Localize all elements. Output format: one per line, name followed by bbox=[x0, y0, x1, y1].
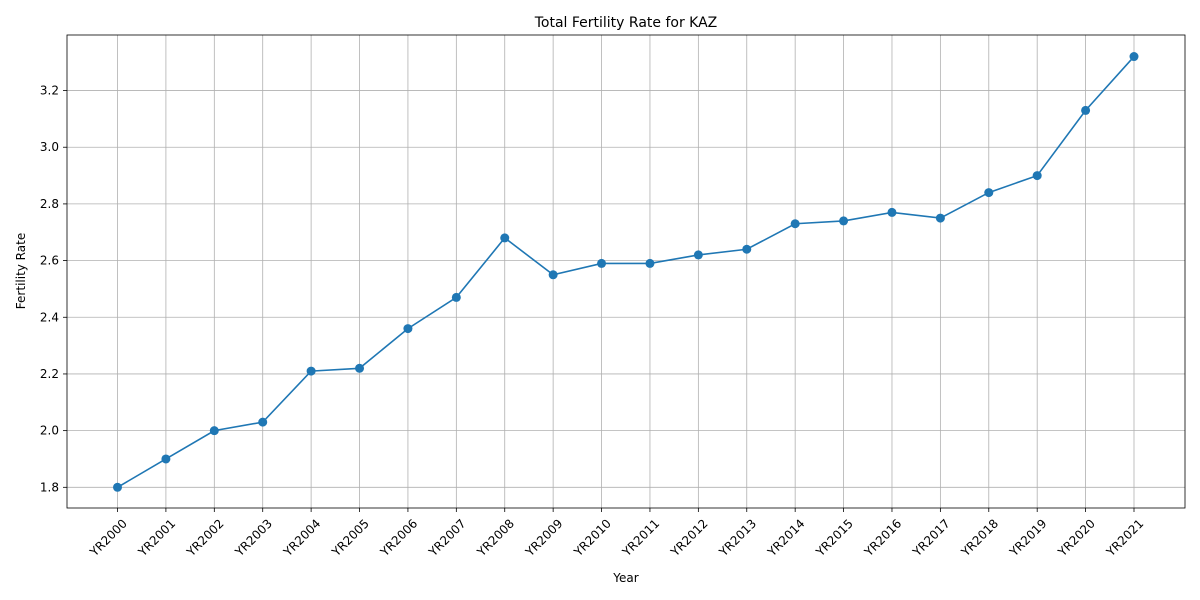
data-point bbox=[403, 324, 413, 334]
x-tick-label: YR2017 bbox=[909, 516, 952, 559]
data-point bbox=[258, 417, 268, 427]
x-tick-label: YR2018 bbox=[958, 516, 1001, 559]
series-line bbox=[117, 56, 1135, 489]
data-point bbox=[209, 426, 219, 436]
y-tick-label: 2.0 bbox=[40, 424, 59, 438]
data-point bbox=[451, 292, 461, 302]
x-tick-label: YR2012 bbox=[667, 516, 710, 559]
data-point bbox=[693, 250, 703, 260]
data-point bbox=[645, 258, 655, 268]
data-point bbox=[1081, 105, 1091, 115]
x-tick-label: YR2005 bbox=[329, 516, 372, 559]
data-point bbox=[984, 188, 994, 198]
x-tick-label: YR2011 bbox=[619, 516, 662, 559]
y-tick-label: 2.2 bbox=[40, 367, 59, 381]
x-tick-label: YR2019 bbox=[1006, 516, 1049, 559]
grid bbox=[67, 35, 1185, 508]
data-point bbox=[113, 482, 122, 492]
y-tick-label: 3.2 bbox=[40, 84, 59, 98]
data-point bbox=[355, 363, 365, 373]
data-point bbox=[935, 213, 945, 223]
x-tick-label: YR2016 bbox=[861, 516, 904, 559]
x-tick-label: YR2003 bbox=[232, 516, 275, 559]
x-tick-label: YR2010 bbox=[571, 516, 614, 559]
x-tick-label: YR2009 bbox=[522, 516, 565, 559]
x-axis: YR2000 YR2001 YR2002 YR2003 YR2004 YR2005 YR20… bbox=[87, 508, 1146, 560]
data-point bbox=[790, 219, 800, 229]
x-tick-label: YR2021 bbox=[1103, 516, 1146, 559]
x-tick-label: YR2004 bbox=[280, 516, 323, 559]
x-tick-label: YR2007 bbox=[425, 516, 468, 559]
y-axis: 1.8 2.0 2.2 2.4 2.6 2.8 3.0 3.2 bbox=[40, 84, 67, 494]
x-tick-label: YR2006 bbox=[377, 516, 420, 559]
y-tick-label: 1.8 bbox=[40, 480, 59, 494]
data-point bbox=[500, 233, 510, 243]
data-point bbox=[1129, 52, 1139, 62]
plot-frame bbox=[66, 34, 1186, 509]
y-tick-label: 2.8 bbox=[40, 197, 59, 211]
data-point bbox=[548, 270, 558, 280]
x-tick-label: YR2008 bbox=[474, 516, 517, 559]
data-point bbox=[306, 366, 316, 376]
x-tick-label: YR2002 bbox=[183, 516, 226, 559]
data-point bbox=[1032, 171, 1042, 181]
data-point bbox=[597, 258, 607, 268]
x-tick-label: YR2000 bbox=[87, 516, 130, 559]
series-group bbox=[113, 52, 1139, 492]
x-axis-label: Year bbox=[612, 571, 638, 585]
y-tick-label: 3.0 bbox=[40, 140, 59, 154]
y-tick-label: 2.4 bbox=[40, 310, 59, 324]
data-point bbox=[161, 454, 171, 464]
x-tick-label: YR2001 bbox=[135, 516, 178, 559]
x-tick-label: YR2013 bbox=[716, 516, 759, 559]
y-tick-label: 2.6 bbox=[40, 254, 59, 268]
chart-title: Total Fertility Rate for KAZ bbox=[534, 15, 718, 31]
x-tick-label: YR2020 bbox=[1055, 516, 1098, 559]
x-tick-label: YR2015 bbox=[813, 516, 856, 559]
data-point bbox=[887, 207, 897, 217]
x-tick-label: YR2014 bbox=[764, 516, 807, 559]
y-axis-label: Fertility Rate bbox=[14, 233, 28, 309]
data-point bbox=[742, 244, 752, 254]
data-point bbox=[839, 216, 849, 226]
